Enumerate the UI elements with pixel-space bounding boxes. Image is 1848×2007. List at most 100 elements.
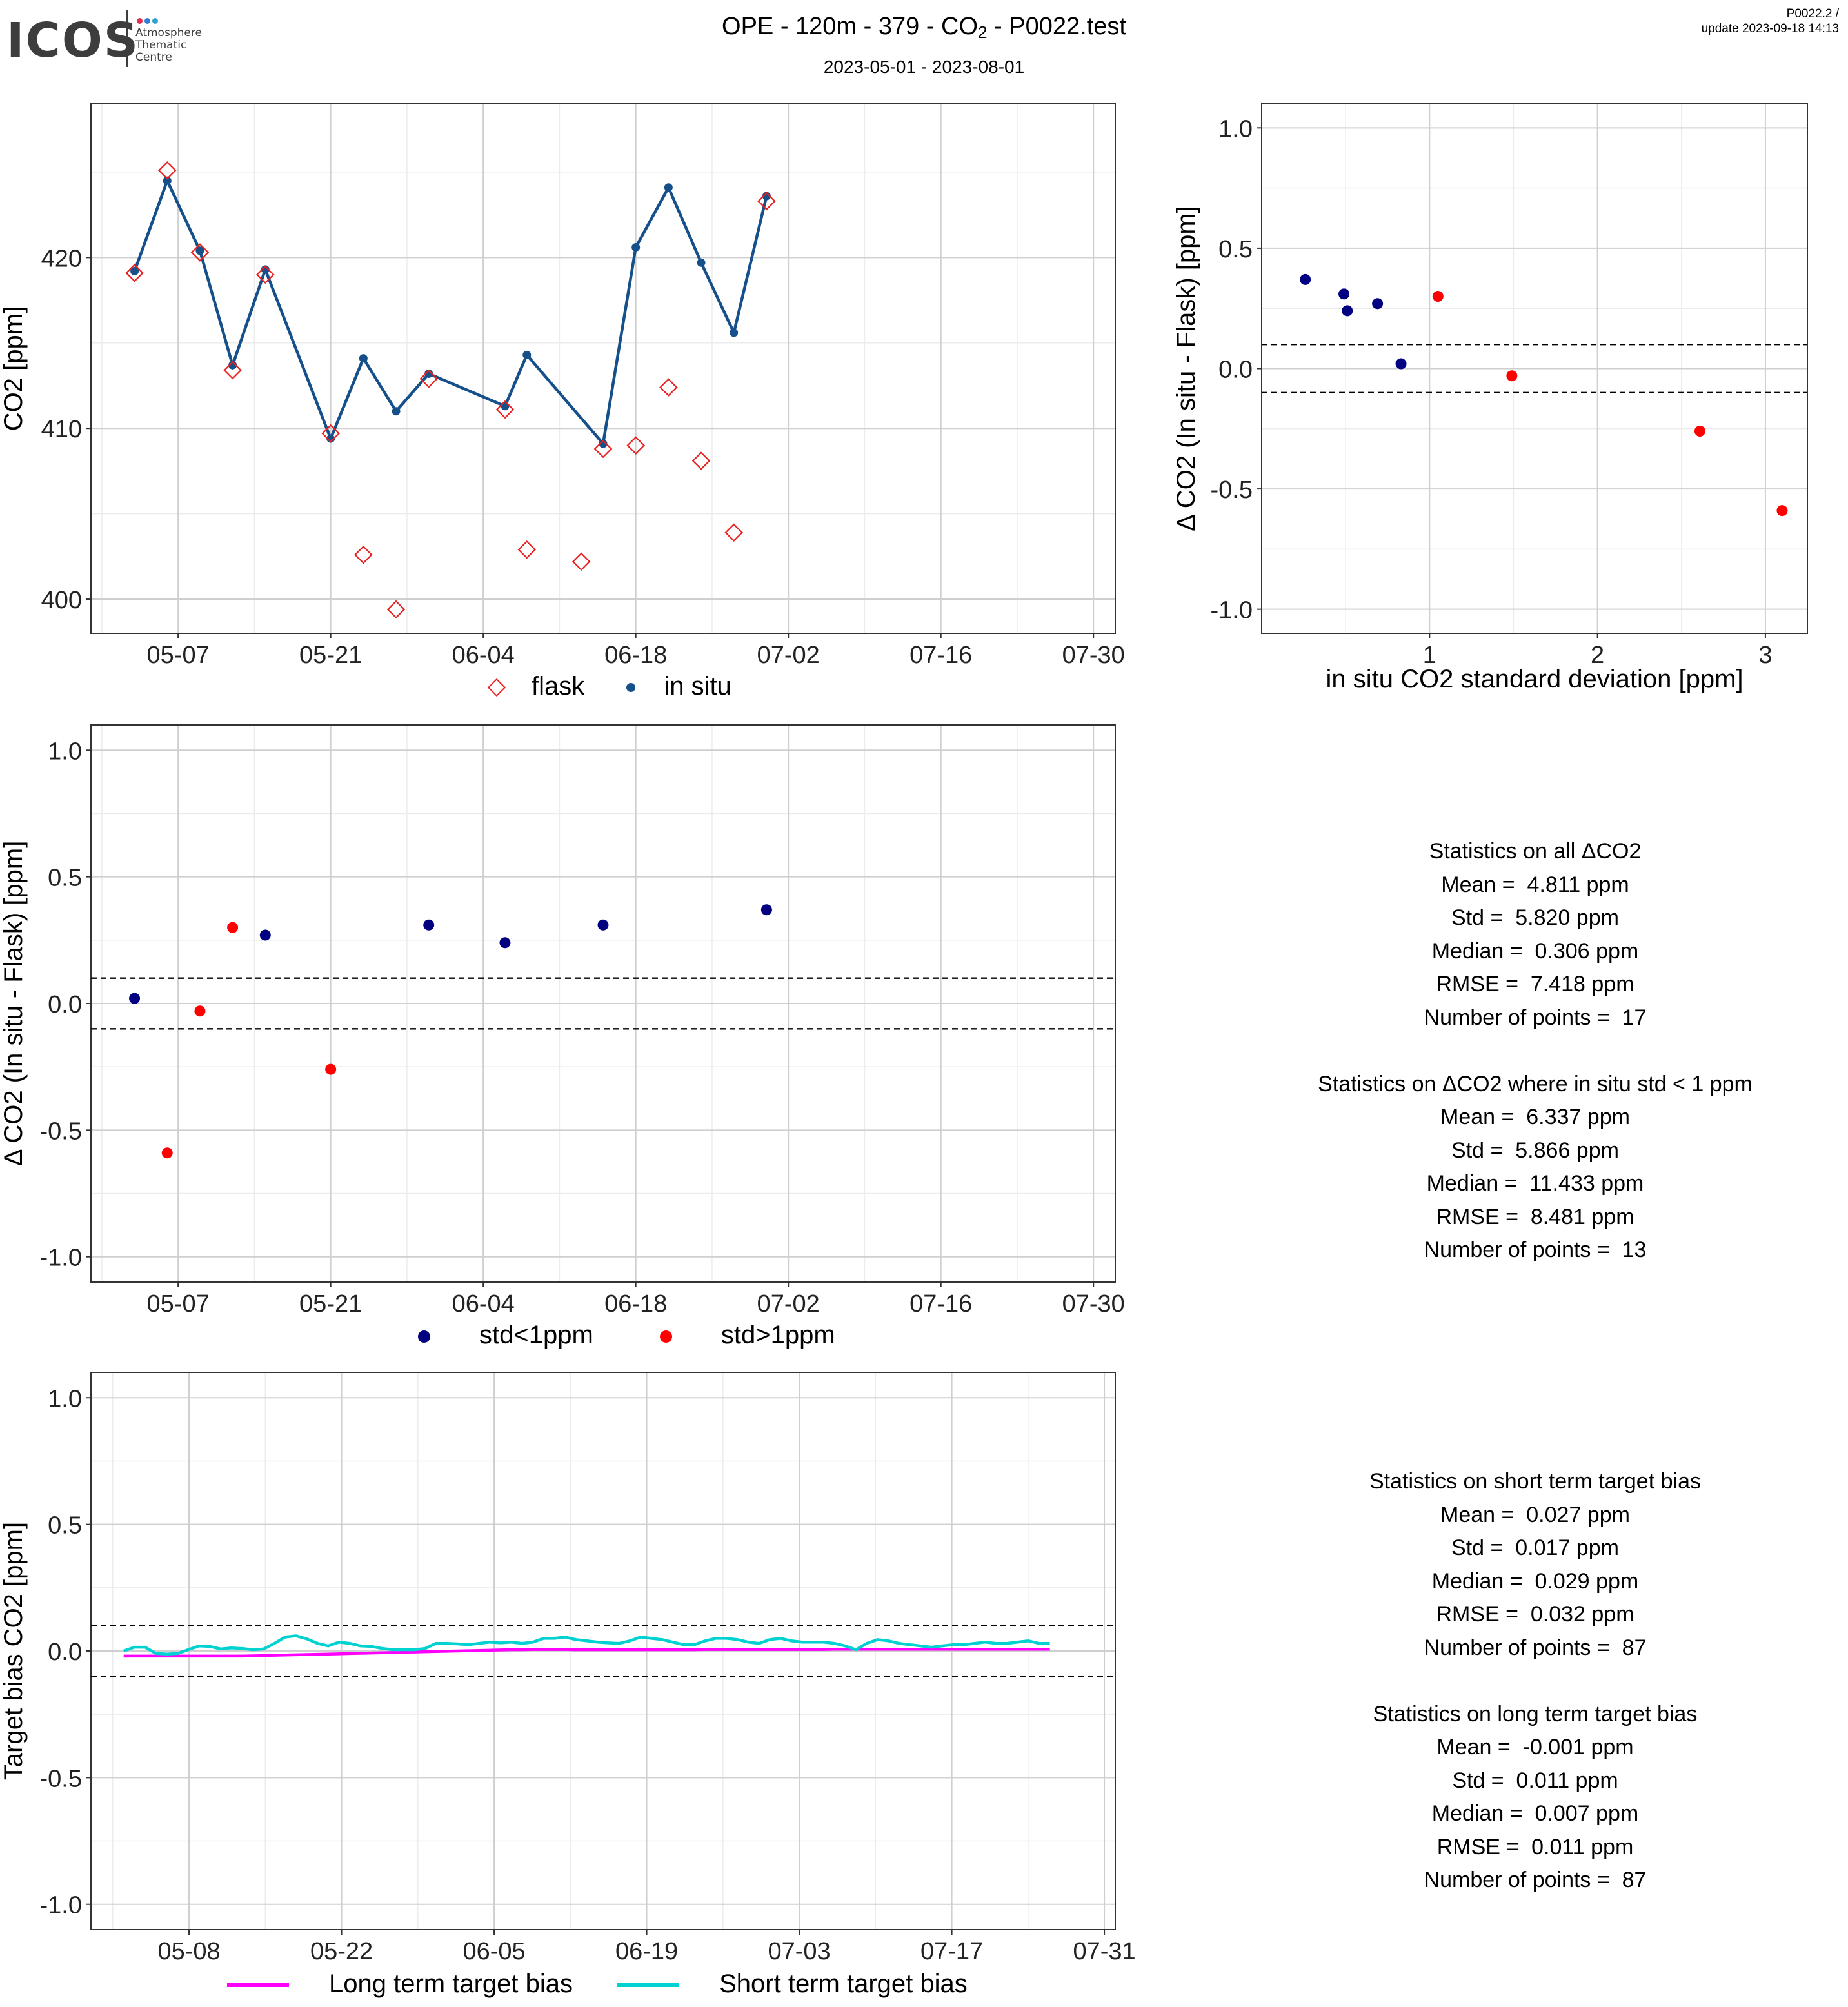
std-low-point bbox=[760, 904, 772, 916]
flask-point bbox=[495, 400, 515, 419]
insitu-line bbox=[133, 177, 768, 448]
y-tick-label: 0.0 bbox=[48, 1639, 82, 1666]
stats-spacer bbox=[1245, 1034, 1825, 1068]
y-tick-label: 0.5 bbox=[48, 865, 82, 892]
x-tick-label: 06-18 bbox=[604, 642, 667, 669]
insitu-point bbox=[664, 183, 673, 192]
x-tick-label: 1 bbox=[1423, 642, 1436, 669]
insitu-point bbox=[130, 267, 139, 276]
insitu-point bbox=[762, 192, 771, 201]
x-tick-label: 2 bbox=[1591, 642, 1604, 669]
timeseries-legend: flask in situ bbox=[487, 672, 731, 701]
flask-point bbox=[659, 378, 678, 397]
x-tick-label: 05-21 bbox=[299, 642, 362, 669]
stats-line: Median = 11.433 ppm bbox=[1426, 1171, 1644, 1196]
icos-logo: ICOS Atmosphere Thematic Centre bbox=[6, 8, 219, 69]
stats-line: Std = 5.820 ppm bbox=[1451, 905, 1619, 930]
stats-line: Statistics on all ΔCO2 bbox=[1429, 839, 1642, 864]
flask-point bbox=[593, 439, 613, 459]
x-tick-label: 07-31 bbox=[1073, 1938, 1136, 1965]
stats-line: Mean = 4.811 ppm bbox=[1441, 872, 1629, 897]
long-term-bias-line bbox=[123, 1648, 1050, 1658]
y-tick-label: 1.0 bbox=[1218, 115, 1253, 143]
std-high-point bbox=[161, 1147, 173, 1159]
std-high-point bbox=[1432, 291, 1444, 302]
title-subscript: 2 bbox=[978, 23, 988, 42]
logo-dot-red bbox=[137, 18, 143, 24]
x-tick-label: 06-04 bbox=[452, 642, 515, 669]
std-low-point bbox=[423, 919, 435, 931]
date-range: 2023-05-01 - 2023-08-01 bbox=[823, 57, 1025, 77]
y-tick-label: 1.0 bbox=[48, 738, 82, 765]
insitu-point bbox=[599, 439, 608, 448]
x-tick-label: 05-08 bbox=[157, 1938, 220, 1965]
stats-line: Mean = 0.027 ppm bbox=[1440, 1502, 1630, 1527]
std-low-point bbox=[1372, 298, 1384, 310]
logo-dot-blue bbox=[144, 18, 150, 24]
std-low-point bbox=[597, 919, 609, 931]
y-tick-label: -1.0 bbox=[40, 1245, 82, 1272]
x-tick-label: 05-07 bbox=[147, 1290, 210, 1318]
insitu-point bbox=[631, 242, 641, 252]
version-line: P0022.2 / bbox=[1786, 7, 1839, 21]
y-tick-label: 0.0 bbox=[1218, 357, 1253, 384]
insitu-point bbox=[326, 434, 335, 443]
title-prefix: OPE - 120m - 379 - CO bbox=[722, 13, 979, 40]
y-tick-label: -1.0 bbox=[1211, 597, 1253, 624]
legend-std-high-label: std>1ppm bbox=[720, 1321, 835, 1349]
insitu-point bbox=[392, 407, 401, 416]
insitu-point bbox=[359, 354, 368, 363]
legend-short-term-label: Short term target bias bbox=[719, 1970, 968, 1998]
y-tick-label: 400 bbox=[41, 587, 82, 614]
plot-frame bbox=[90, 1372, 1116, 1930]
x-tick-label: 3 bbox=[1758, 642, 1772, 669]
y-axis-label: CO2 [ppm] bbox=[0, 306, 28, 431]
flask-point bbox=[190, 243, 210, 262]
x-tick-label: 06-19 bbox=[615, 1938, 678, 1965]
flask-point bbox=[321, 424, 340, 443]
flask-point bbox=[626, 436, 645, 455]
insitu-point bbox=[163, 176, 172, 185]
insitu-point bbox=[195, 246, 204, 255]
std-low-point bbox=[129, 993, 141, 1004]
stats-line: RMSE = 0.011 ppm bbox=[1436, 1834, 1634, 1859]
bias-statistics: Statistics on short term target bias Mean… bbox=[1245, 1465, 1825, 1897]
delta-statistics: Statistics on all ΔCO2 Mean = 4.811 ppm St… bbox=[1245, 835, 1825, 1267]
stats-line: Statistics on short term target bias bbox=[1369, 1469, 1701, 1494]
plot-frame bbox=[1261, 103, 1808, 634]
short-term-bias-line bbox=[123, 1634, 1050, 1656]
x-tick-label: 06-05 bbox=[462, 1938, 525, 1965]
x-tick-label: 07-16 bbox=[909, 1290, 972, 1318]
logo-divider bbox=[126, 10, 128, 67]
stats-line: Statistics on ΔCO2 where in situ std < 1… bbox=[1318, 1071, 1753, 1096]
x-tick-label: 07-03 bbox=[768, 1938, 830, 1965]
stats-line: Std = 5.866 ppm bbox=[1451, 1138, 1619, 1163]
legend-long-term-label: Long term target bias bbox=[329, 1970, 573, 1998]
legend-insitu-label: in situ bbox=[664, 672, 731, 700]
x-tick-label: 05-07 bbox=[147, 642, 210, 669]
flask-point bbox=[354, 545, 373, 564]
flask-point bbox=[125, 263, 144, 282]
x-tick-label: 07-30 bbox=[1062, 1290, 1125, 1318]
stats-line: Number of points = 87 bbox=[1424, 1868, 1647, 1892]
y-tick-label: 410 bbox=[41, 416, 82, 443]
stats-line: Std = 0.017 ppm bbox=[1451, 1536, 1619, 1560]
legend-flask-label: flask bbox=[532, 672, 585, 700]
version-info: P0022.2 / update 2023-09-18 14:13 bbox=[1702, 6, 1839, 36]
y-tick-label: 1.0 bbox=[48, 1385, 82, 1412]
stats-line: RMSE = 0.032 ppm bbox=[1436, 1602, 1634, 1626]
x-tick-label: 07-30 bbox=[1062, 642, 1125, 669]
y-tick-label: 0.5 bbox=[1218, 236, 1253, 263]
y-tick-label: 0.5 bbox=[48, 1512, 82, 1539]
y-tick-label: -1.0 bbox=[40, 1892, 82, 1919]
stats-spacer bbox=[1245, 1665, 1825, 1698]
y-tick-label: -0.5 bbox=[40, 1765, 82, 1792]
flask-point bbox=[256, 265, 275, 284]
std-high-point bbox=[194, 1005, 206, 1017]
flask-point bbox=[571, 552, 591, 571]
bias-legend: Long term target bias Short term target … bbox=[227, 1970, 968, 1999]
stats-line: RMSE = 8.481 ppm bbox=[1436, 1204, 1634, 1229]
y-tick-label: 420 bbox=[41, 245, 82, 272]
update-line: update 2023-09-18 14:13 bbox=[1701, 22, 1839, 35]
std-low-point bbox=[259, 929, 271, 941]
